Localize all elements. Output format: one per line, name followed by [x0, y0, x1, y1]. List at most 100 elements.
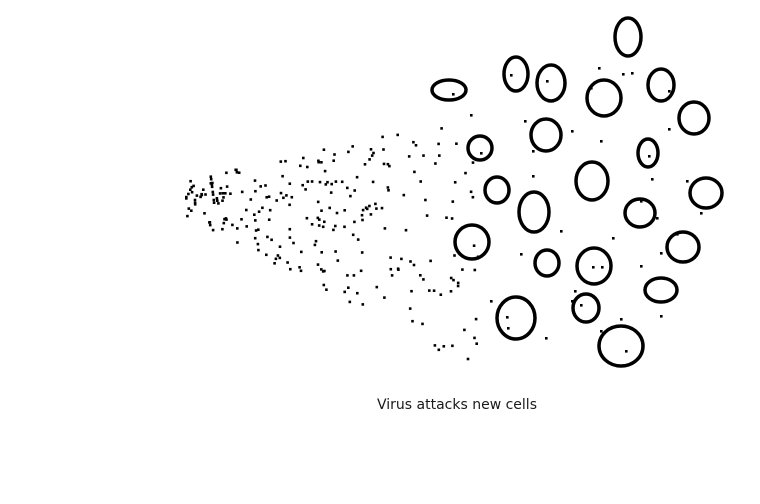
virus-particle — [202, 188, 205, 191]
virus-particle — [235, 171, 239, 174]
virus-particle — [245, 208, 248, 212]
virus-particle — [368, 158, 371, 161]
virus-particle — [382, 162, 386, 166]
virus-particle — [278, 256, 282, 260]
virus-particle — [298, 266, 301, 269]
virus-particle — [323, 169, 327, 173]
virus-particle — [281, 174, 284, 178]
virus-particle — [288, 203, 291, 207]
virus-particle — [374, 202, 377, 206]
virus-particle — [209, 182, 213, 185]
virus-particle — [190, 185, 194, 189]
virus-particle — [340, 180, 344, 184]
virus-particle — [335, 211, 339, 215]
cell — [533, 248, 561, 278]
virus-particle — [254, 219, 257, 222]
virus-particle — [622, 73, 625, 76]
virus-particle — [322, 283, 326, 287]
virus-particle — [265, 196, 268, 199]
virus-particle — [370, 154, 374, 157]
virus-particle — [346, 186, 349, 190]
virus-particle — [625, 350, 628, 353]
virus-particle — [424, 198, 427, 202]
virus-particle — [289, 267, 292, 271]
virus-particle — [437, 142, 440, 146]
virus-particle — [419, 274, 422, 277]
cell — [502, 55, 530, 93]
virus-particle — [231, 223, 234, 227]
virus-particle — [259, 185, 262, 188]
virus-particle — [571, 300, 574, 303]
virus-particle — [218, 192, 222, 195]
virus-particle — [229, 192, 232, 195]
virus-particle — [195, 194, 199, 197]
virus-particle — [236, 241, 239, 244]
virus-particle — [290, 195, 294, 199]
cell — [483, 175, 511, 205]
virus-particle — [438, 154, 441, 157]
virus-particle — [257, 248, 260, 252]
virus-particle — [600, 330, 603, 333]
virus-particle — [222, 196, 225, 199]
virus-particle — [322, 148, 326, 151]
virus-particle — [571, 130, 574, 133]
virus-particle — [359, 269, 363, 273]
virus-particle — [320, 161, 323, 164]
virus-particle — [651, 178, 654, 181]
virus-particle — [329, 191, 333, 194]
virus-particle — [421, 322, 424, 326]
virus-particle — [187, 207, 191, 210]
virus-particle — [186, 214, 189, 218]
virus-particle — [449, 290, 453, 293]
virus-particle — [469, 190, 473, 194]
virus-particle — [388, 164, 391, 168]
virus-particle — [349, 194, 352, 198]
virus-particle — [360, 251, 364, 254]
virus-particle — [352, 274, 356, 277]
virus-particle — [442, 345, 446, 348]
cell — [575, 246, 613, 286]
virus-particle — [316, 216, 320, 220]
virus-particle — [320, 268, 323, 271]
virus-particle — [375, 285, 379, 289]
virus-particle — [369, 213, 373, 216]
virus-particle — [470, 114, 473, 117]
virus-particle — [208, 223, 212, 227]
virus-particle — [268, 208, 272, 212]
virus-particle — [273, 262, 276, 265]
virus-particle — [192, 184, 195, 188]
cell — [571, 292, 601, 324]
virus-particle — [265, 253, 268, 257]
virus-particle — [437, 348, 441, 352]
cell — [636, 137, 660, 169]
virus-particle — [336, 259, 340, 262]
virus-particle — [253, 236, 257, 240]
cell — [574, 160, 610, 202]
cell — [613, 16, 643, 58]
virus-particle — [520, 253, 523, 256]
cell — [517, 190, 551, 234]
virus-particle — [310, 180, 314, 183]
virus-particle — [210, 185, 214, 189]
virus-particle — [334, 180, 338, 183]
virus-particle — [490, 300, 493, 303]
virus-particle — [318, 218, 321, 221]
virus-particle — [320, 251, 323, 254]
virus-particle — [299, 164, 302, 168]
cell — [535, 63, 567, 103]
cell — [453, 223, 491, 261]
virus-particle — [212, 201, 216, 204]
virus-particle — [224, 192, 227, 195]
virus-particle — [456, 281, 460, 285]
virus-particle — [356, 238, 360, 241]
virus-particle — [445, 216, 448, 219]
virus-particle — [221, 227, 224, 231]
virus-particle — [343, 209, 346, 212]
virus-particle — [278, 245, 282, 248]
virus-particle — [323, 269, 326, 273]
virus-particle — [361, 208, 365, 212]
virus-particle — [411, 319, 414, 323]
virus-particle — [222, 221, 226, 225]
virus-particle — [324, 183, 328, 186]
